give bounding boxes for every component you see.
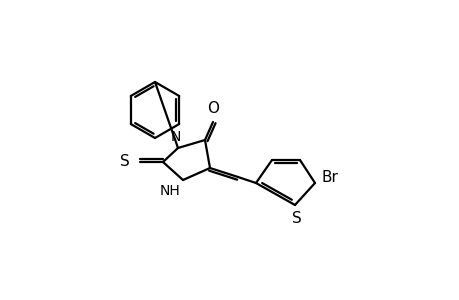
Text: S: S [291, 211, 301, 226]
Text: O: O [207, 101, 218, 116]
Text: S: S [120, 154, 130, 169]
Text: NH: NH [159, 184, 179, 198]
Text: N: N [170, 130, 181, 144]
Text: Br: Br [321, 169, 338, 184]
